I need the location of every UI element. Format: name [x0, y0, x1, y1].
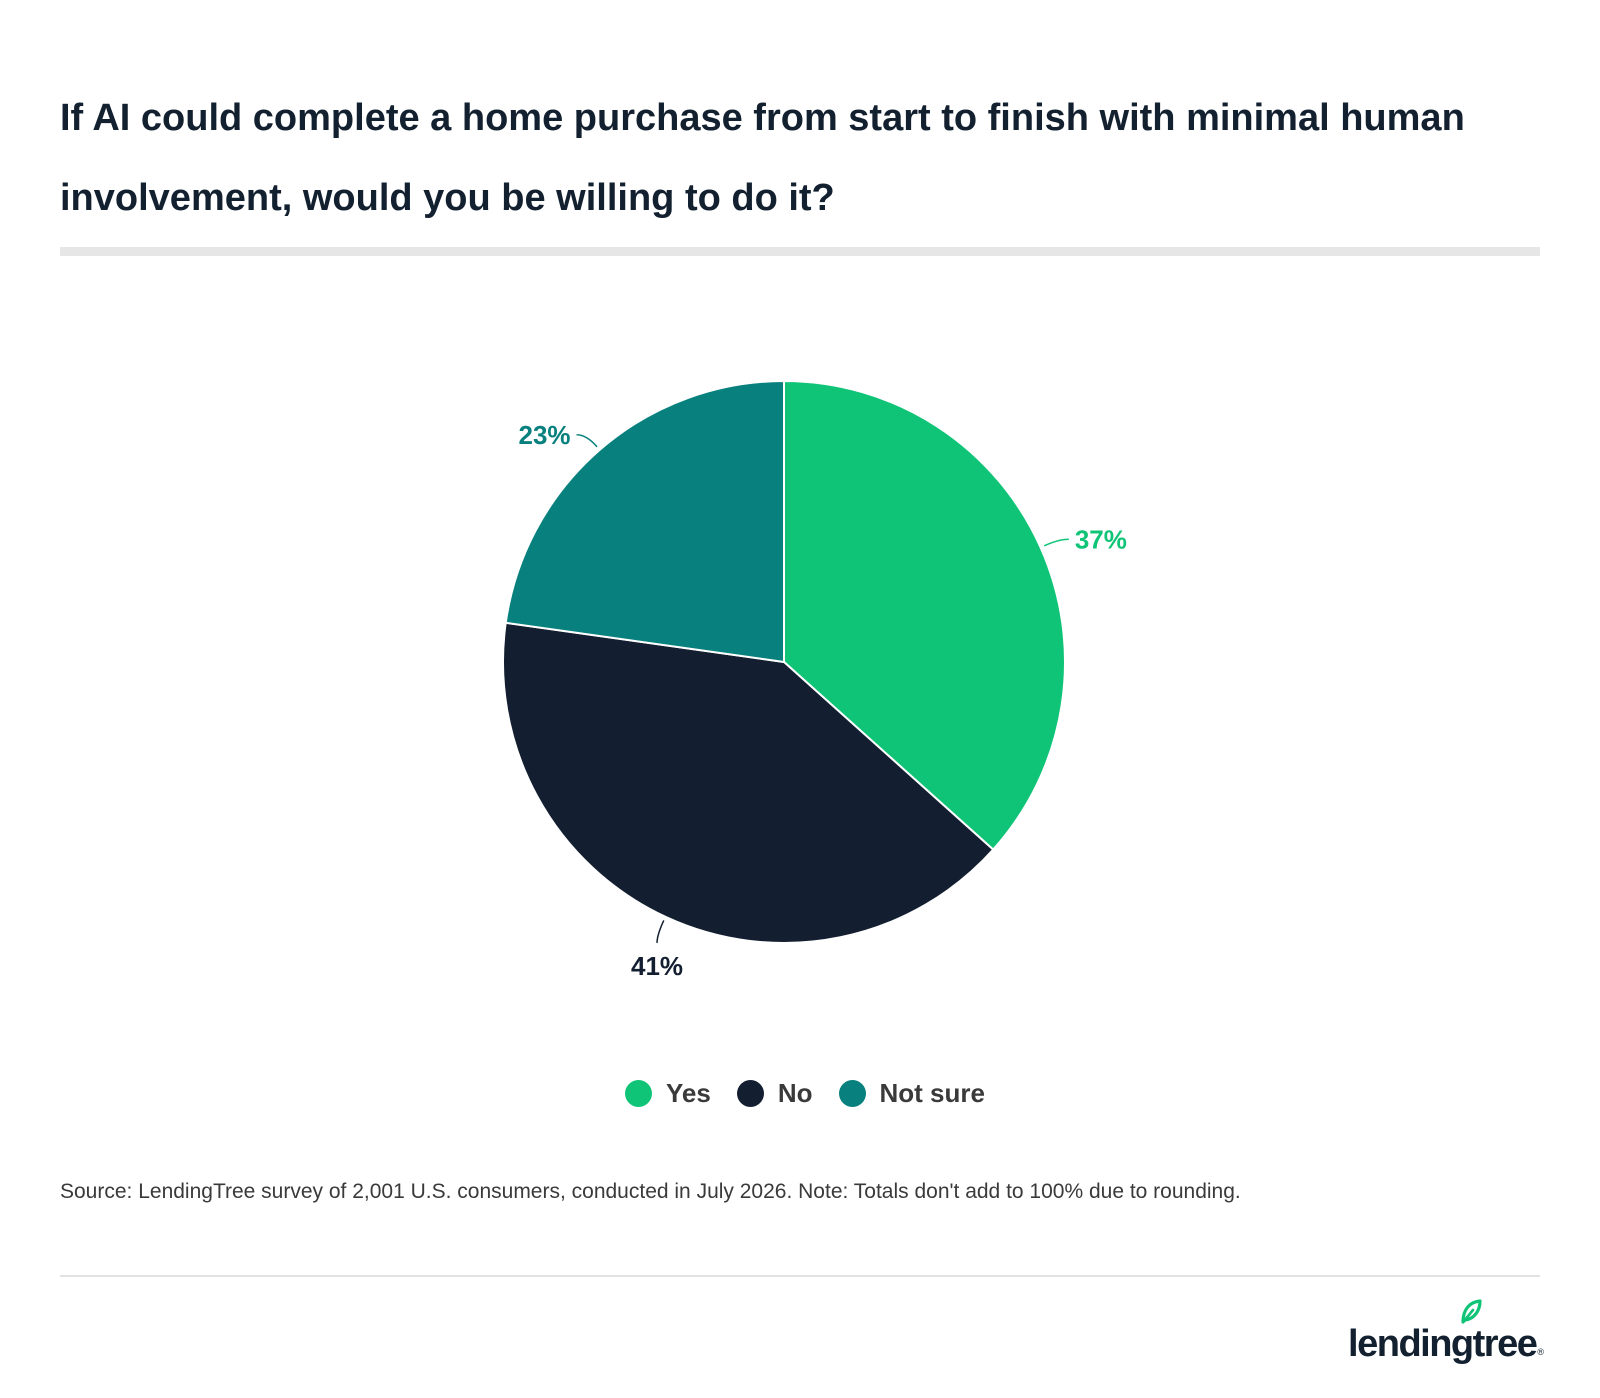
pie-slices — [502, 379, 1066, 944]
pie-slice-not-sure[interactable] — [504, 379, 785, 664]
pie-slice-no[interactable] — [502, 621, 995, 944]
data-label-not-sure: 23% — [519, 420, 571, 450]
data-label-yes: 37% — [1075, 524, 1127, 554]
leader-line-yes — [1043, 538, 1069, 547]
leaf-icon — [1461, 1299, 1482, 1324]
legend-swatch-yes — [625, 1080, 653, 1107]
legend-swatch-not-sure — [838, 1080, 866, 1107]
lendingtree-logo[interactable]: lendingtree ® — [1348, 1299, 1544, 1365]
data-label-no: 41% — [631, 951, 683, 981]
chart-title: If AI could complete a home purchase fro… — [60, 97, 1465, 219]
pie-slice-yes[interactable] — [783, 379, 1066, 852]
logo-wordmark: lendingtree — [1348, 1323, 1538, 1365]
legend-item-no[interactable]: No — [736, 1078, 813, 1109]
chart-legend: Yes No Not sure — [0, 1078, 1600, 1109]
legend-item-yes[interactable]: Yes — [625, 1078, 711, 1109]
registered-mark: ® — [1537, 1347, 1544, 1357]
source-note: Source: LendingTree survey of 2,001 U.S.… — [60, 1180, 1241, 1203]
data-labels: 37% 41% 23% — [519, 420, 1127, 981]
legend-item-not-sure[interactable]: Not sure — [838, 1078, 985, 1109]
pie-chart: 37% 41% 23% — [502, 379, 1127, 981]
legend-label-yes: Yes — [666, 1078, 711, 1108]
leader-line-not-sure — [576, 434, 598, 448]
legend-label-not-sure: Not sure — [879, 1078, 985, 1108]
legend-swatch-no — [736, 1080, 764, 1107]
title-divider — [60, 247, 1540, 256]
label-leader-lines — [576, 434, 1069, 943]
footer-divider — [60, 1275, 1540, 1277]
leader-line-no — [656, 920, 665, 943]
legend-label-no: No — [777, 1078, 813, 1108]
